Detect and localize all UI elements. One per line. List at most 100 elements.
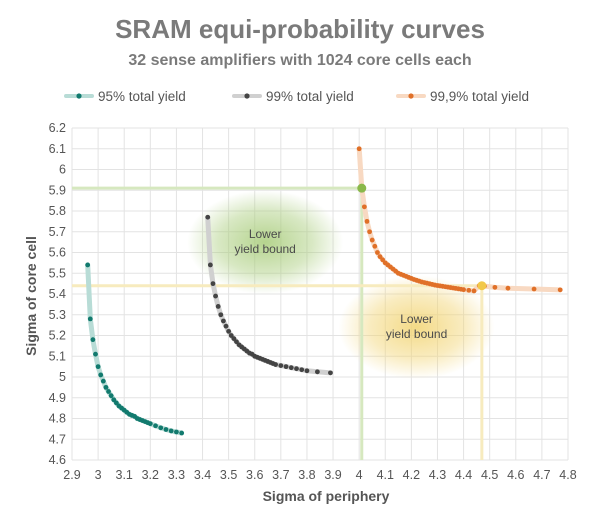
y-tick-label: 5.9 [49,183,66,197]
data-point [174,429,179,435]
x-tick-label: 4.7 [533,468,550,482]
y-tick-label: 6.2 [49,121,66,135]
y-tick-label: 5.1 [49,349,66,363]
x-axis-label: Sigma of periphery [263,488,390,504]
y-tick-label: 5.7 [49,225,66,239]
legend: 95% total yield 99% total yield 99,9% tota… [64,89,529,104]
x-tick-label: 3.5 [220,468,237,482]
legend-swatch-marker [244,93,250,99]
x-tick-label: 2.9 [63,468,80,482]
data-point [158,425,164,431]
data-point [210,281,216,287]
x-tick-label: 4.5 [481,468,498,482]
data-point [328,370,333,376]
data-point [213,293,218,299]
data-point [168,428,174,434]
data-point [207,262,213,268]
chart-subtitle: 32 sense amplifiers with 1024 core cells… [128,52,471,69]
data-point [367,229,372,235]
legend-label: 99% total yield [266,89,354,104]
series-group [85,146,563,436]
data-point [356,146,362,152]
region-label: yield bound [386,327,447,341]
x-tick-label: 4 [356,468,363,482]
y-tick-label: 6.1 [49,142,66,156]
lower-yield-bound-region [338,275,495,380]
data-point [375,250,380,255]
data-point [557,287,563,293]
data-point [288,365,294,371]
y-tick-label: 5.3 [49,308,66,322]
data-point [364,218,370,224]
x-tick-label: 3.2 [142,468,159,482]
data-point [100,378,106,384]
x-tick-label: 3.3 [168,468,185,482]
data-point [90,337,96,343]
legend-swatch-marker [76,93,82,99]
legend-label: 95% total yield [98,89,186,104]
y-tick-label: 5.5 [49,266,66,280]
y-tick-label: 5.8 [49,204,66,218]
x-tick-label: 4.8 [559,468,576,482]
data-point [273,362,279,367]
x-tick-label: 3.7 [272,468,289,482]
data-point [304,368,310,374]
data-point [461,287,466,293]
highlight-point [477,281,487,291]
data-point [106,389,111,394]
x-tick-label: 4.2 [403,468,420,482]
data-point [179,430,185,436]
highlight-point [357,183,367,193]
lower-yield-bound-region [187,190,344,295]
x-tick-label: 3.1 [116,468,133,482]
region-label: Lower [400,312,433,326]
y-tick-label: 4.7 [49,432,66,446]
y-tick-label: 5.6 [49,246,66,260]
data-point [221,318,226,324]
x-tick-label: 3.9 [324,468,341,482]
series-line [85,262,185,436]
data-point [369,237,375,243]
series-line [356,146,563,294]
data-point [98,372,104,378]
y-tick-label: 5.2 [49,329,66,343]
data-point [492,284,498,290]
x-tick-label: 4.1 [377,468,394,482]
data-point [95,364,101,370]
data-point [372,243,378,249]
x-tick-labels: 2.9 3 3.1 3.2 3.3 3.4 3.5 3.6 3.7 3.8 3.9 4 4.1 4.2 4.… [63,468,576,482]
data-point [466,287,472,293]
data-point [294,366,299,372]
data-point [278,363,284,368]
data-point [223,323,229,329]
y-tick-label: 5.4 [49,287,66,301]
x-tick-label: 3 [95,468,102,482]
region-label: Lower [249,227,282,241]
y-tick-label: 4.6 [49,453,66,467]
y-tick-labels: 4.6 4.7 4.8 4.9 5 5.1 5.2 5.3 5.4 5.5 5.6 5.7 5.8 5.9… [49,121,66,467]
data-point [218,312,224,318]
data-point [361,204,367,210]
data-point [153,423,158,429]
data-point [93,351,98,357]
x-tick-label: 4.6 [507,468,524,482]
data-point [299,367,305,373]
y-tick-label: 6 [59,163,66,177]
data-point [283,364,289,370]
data-point [87,316,93,322]
data-point [163,427,169,432]
region-label: yield bound [234,242,295,256]
data-point [226,328,232,334]
y-axis-label: Sigma of core cell [23,236,39,356]
data-point [215,304,221,309]
legend-swatch-marker [408,93,414,99]
x-tick-label: 3.8 [298,468,315,482]
x-tick-label: 3.6 [246,468,263,482]
y-tick-label: 4.8 [49,412,66,426]
data-point [531,286,537,292]
data-point [108,393,114,399]
y-tick-label: 5 [59,370,66,384]
